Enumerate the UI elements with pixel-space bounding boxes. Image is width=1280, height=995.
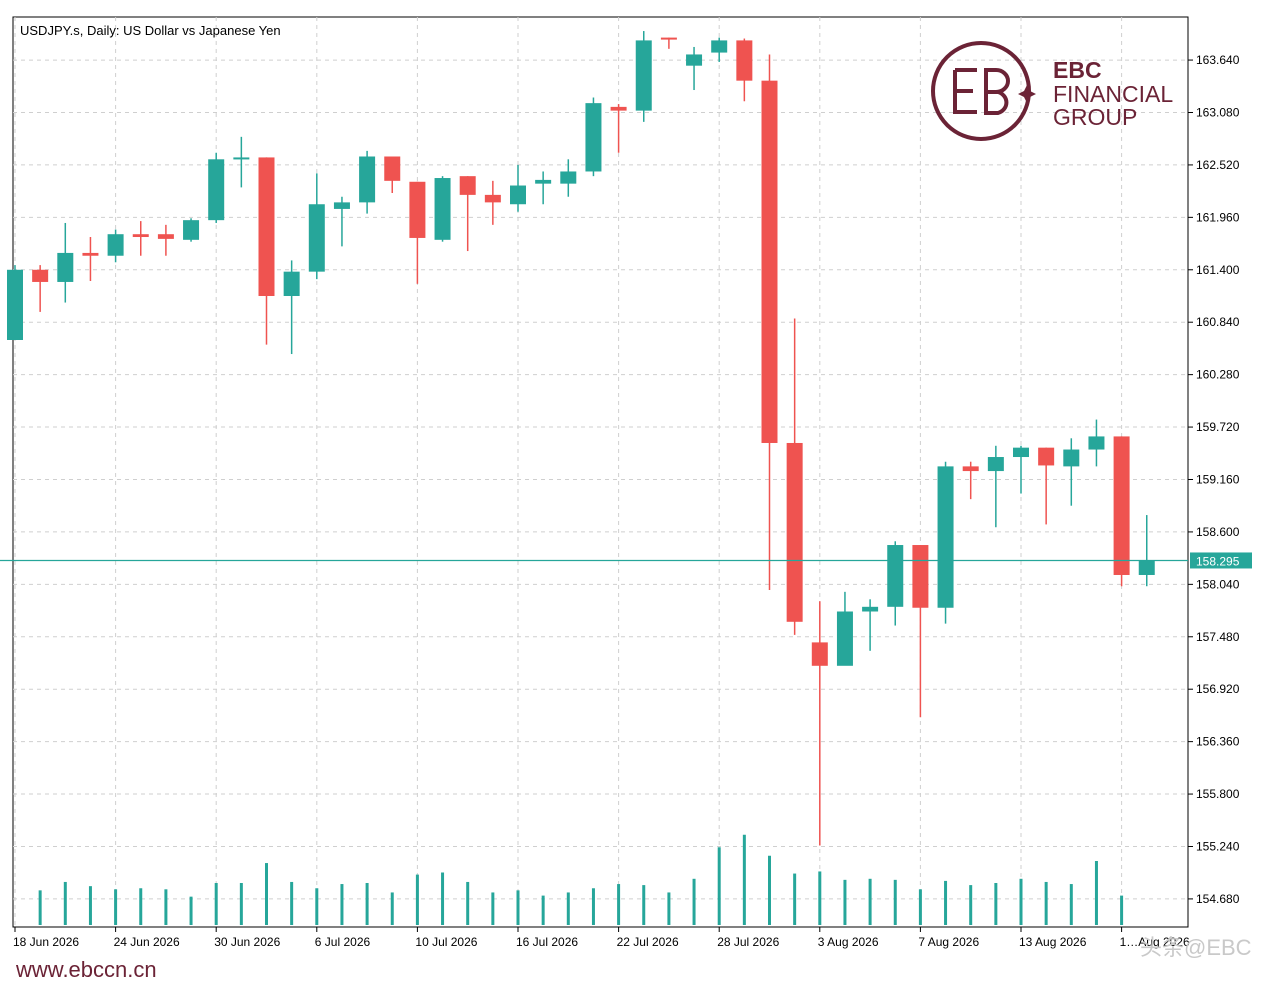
candle-body bbox=[711, 40, 728, 53]
candle-body bbox=[283, 271, 300, 296]
candle-body bbox=[585, 103, 602, 172]
y-tick-label: 159.160 bbox=[1196, 472, 1240, 486]
candle-body bbox=[510, 185, 526, 205]
y-tick-label: 159.720 bbox=[1196, 420, 1240, 434]
candle-body bbox=[157, 234, 174, 239]
x-tick-label: 10 Jul 2026 bbox=[415, 935, 477, 949]
candle-body bbox=[937, 466, 954, 608]
ebc-logo: EBC FINANCIAL GROUP bbox=[931, 41, 1173, 141]
candle-body bbox=[1013, 447, 1029, 458]
candle-body bbox=[183, 220, 200, 240]
footer-url[interactable]: www.ebccn.cn bbox=[16, 957, 157, 982]
logo-line-financial: FINANCIAL bbox=[1053, 81, 1173, 107]
candle-body bbox=[535, 179, 552, 184]
y-tick-label: 163.080 bbox=[1196, 105, 1240, 119]
y-tick-label: 161.960 bbox=[1196, 210, 1240, 224]
x-tick-label: 30 Jun 2026 bbox=[214, 935, 280, 949]
candle-body bbox=[132, 234, 149, 238]
logo-line-group: GROUP bbox=[1053, 104, 1137, 130]
candle-body bbox=[308, 204, 325, 272]
x-tick-label: 24 Jun 2026 bbox=[114, 935, 180, 949]
candle-body bbox=[1088, 436, 1105, 450]
candle-body bbox=[7, 269, 23, 340]
candle-body bbox=[233, 157, 250, 160]
volume-bars bbox=[38, 834, 1124, 925]
current-price-box bbox=[1190, 552, 1252, 569]
candle-body bbox=[1063, 449, 1080, 467]
candle-body bbox=[836, 611, 853, 666]
candle-body bbox=[57, 252, 74, 282]
candle-body bbox=[610, 106, 627, 111]
candle-body bbox=[208, 159, 225, 221]
x-tick-label: 18 Jun 2026 bbox=[13, 935, 79, 949]
candle-body bbox=[258, 157, 275, 296]
chart-title: USDJPY.s, Daily: US Dollar vs Japanese Y… bbox=[20, 23, 281, 38]
candle-body bbox=[912, 545, 929, 608]
candle-body bbox=[359, 156, 376, 203]
candle-body bbox=[82, 252, 99, 256]
candle-body bbox=[1038, 447, 1055, 466]
candle-body bbox=[987, 457, 1004, 472]
candle-body bbox=[1113, 436, 1130, 575]
candle-body bbox=[107, 234, 124, 256]
candle-body bbox=[384, 156, 401, 181]
y-tick-label: 158.040 bbox=[1196, 577, 1240, 591]
x-tick-label: 1…Aug 2026 bbox=[1120, 935, 1190, 949]
candle-body bbox=[409, 181, 426, 238]
candle-body bbox=[736, 40, 753, 81]
candle-body bbox=[862, 606, 879, 612]
y-tick-label: 160.280 bbox=[1196, 368, 1240, 382]
candle-body bbox=[786, 442, 803, 622]
y-axis: 163.640 163.080 162.520 161.960 161.400 160.8… bbox=[1188, 53, 1240, 906]
x-tick-label: 6 Jul 2026 bbox=[315, 935, 371, 949]
x-tick-label: 16 Jul 2026 bbox=[516, 935, 578, 949]
logo-line-ebc: EBC bbox=[1053, 57, 1102, 83]
candle-body bbox=[811, 642, 828, 666]
y-tick-label: 160.840 bbox=[1196, 315, 1240, 329]
current-price-label: 158.295 bbox=[1196, 554, 1240, 568]
y-tick-label: 156.360 bbox=[1196, 735, 1240, 749]
candle-body bbox=[484, 194, 501, 203]
x-tick-label: 28 Jul 2026 bbox=[717, 935, 779, 949]
candle-body bbox=[459, 176, 476, 195]
y-tick-label: 162.520 bbox=[1196, 158, 1240, 172]
candle-body bbox=[635, 40, 652, 111]
candle-body bbox=[761, 80, 778, 443]
candle-body bbox=[333, 202, 350, 209]
y-tick-label: 156.920 bbox=[1196, 682, 1240, 696]
logo-monogram bbox=[953, 68, 1010, 115]
watermark: 头条@EBC bbox=[1140, 935, 1252, 960]
y-tick-label: 154.680 bbox=[1196, 892, 1240, 906]
x-tick-label: 3 Aug 2026 bbox=[818, 935, 879, 949]
y-tick-label: 158.600 bbox=[1196, 525, 1240, 539]
y-tick-label: 161.400 bbox=[1196, 263, 1240, 277]
candle-body bbox=[1138, 560, 1155, 575]
y-tick-label: 155.800 bbox=[1196, 787, 1240, 801]
y-tick-label: 155.240 bbox=[1196, 839, 1240, 853]
candle-body bbox=[887, 545, 904, 607]
x-tick-label: 13 Aug 2026 bbox=[1019, 935, 1087, 949]
x-axis: 18 Jun 2026 24 Jun 2026 30 Jun 2026 6 Jul 2… bbox=[13, 927, 1190, 949]
candle-body bbox=[686, 54, 703, 66]
logo-star-icon bbox=[1018, 85, 1036, 103]
x-tick-label: 7 Aug 2026 bbox=[918, 935, 979, 949]
y-tick-label: 163.640 bbox=[1196, 53, 1240, 67]
candle-body bbox=[962, 466, 979, 472]
x-tick-label: 22 Jul 2026 bbox=[617, 935, 679, 949]
candle-body bbox=[560, 171, 577, 184]
candle-body bbox=[660, 37, 677, 40]
grid-lines bbox=[13, 17, 1188, 927]
candle-body bbox=[32, 269, 49, 282]
y-tick-label: 157.480 bbox=[1196, 630, 1240, 644]
candle-body bbox=[434, 178, 451, 240]
